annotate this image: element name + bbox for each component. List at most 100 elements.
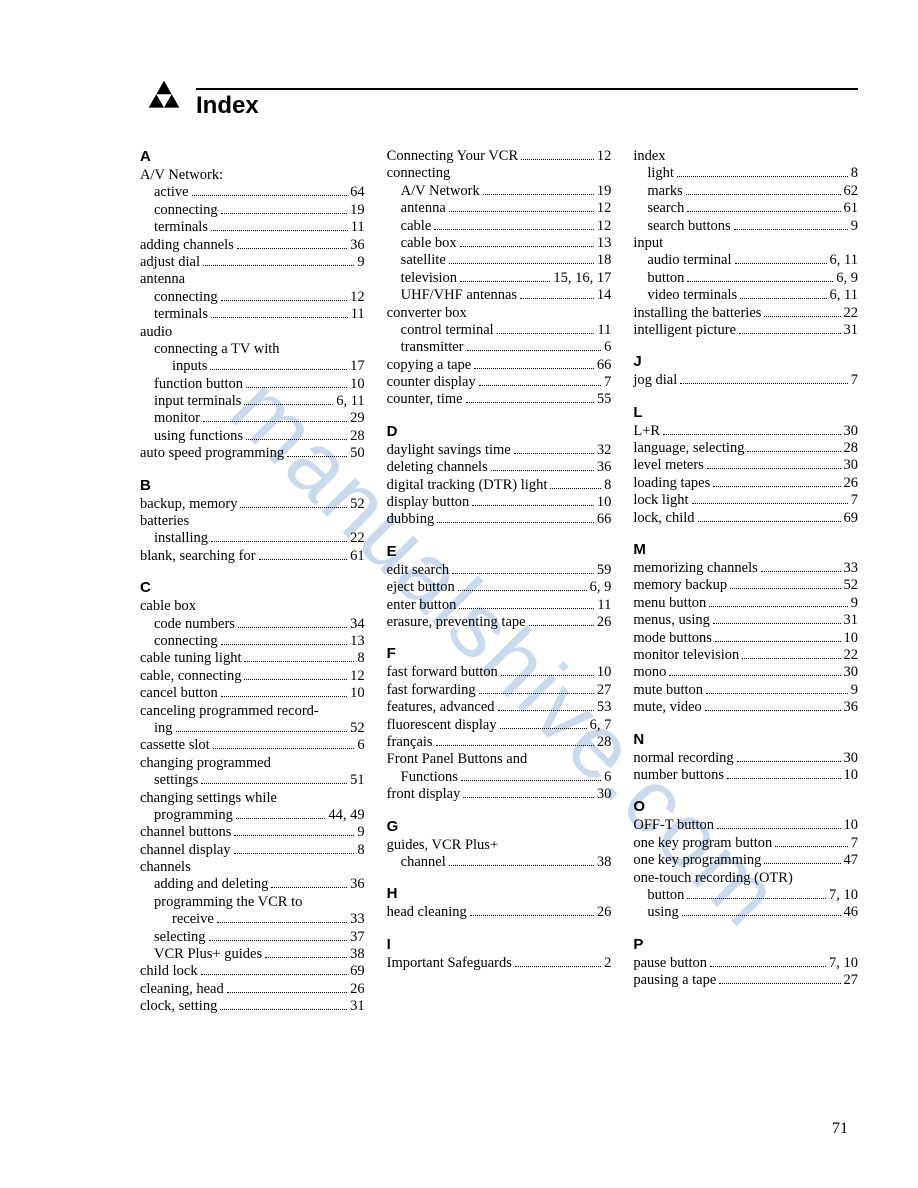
index-entry: button 7, 10: [633, 887, 858, 904]
index-entry: monitor 29: [140, 410, 365, 427]
leader-dots: [761, 561, 841, 572]
index-entry-page: 47: [844, 852, 859, 869]
index-entry-page: 10: [597, 664, 612, 681]
index-entry-text: satellite: [401, 252, 446, 269]
index-entry-page: 30: [844, 423, 859, 440]
leader-dots: [491, 460, 594, 471]
index-entry-page: 7, 10: [829, 887, 858, 904]
leader-dots: [449, 855, 594, 866]
leader-dots: [687, 888, 826, 899]
index-entry: connecting 12: [140, 289, 365, 306]
index-entry-page: 64: [350, 184, 365, 201]
index-entry-text: Functions: [401, 769, 458, 786]
index-entry: terminals 11: [140, 219, 365, 236]
index-entry: memory backup 52: [633, 577, 858, 594]
index-entry-page: 17: [350, 358, 365, 375]
index-entry-page: 46: [844, 904, 859, 921]
index-entry-text: connecting: [154, 289, 218, 306]
index-entry-text: enter button: [387, 597, 457, 614]
index-entry-text: Important Safeguards: [387, 955, 512, 972]
index-entry-page: 31: [844, 612, 859, 629]
index-entry-page: 26: [597, 904, 612, 921]
leader-dots: [682, 905, 841, 916]
index-entry: blank, searching for 61: [140, 548, 365, 565]
index-entry: cable tuning light 8: [140, 650, 365, 667]
index-entry-text: using functions: [154, 428, 243, 445]
index-entry-page: 2: [604, 955, 611, 972]
index-entry: pause button 7, 10: [633, 955, 858, 972]
index-entry-page: 38: [350, 946, 365, 963]
index-entry-page: 22: [844, 305, 859, 322]
index-entry-text: normal recording: [633, 750, 733, 767]
leader-dots: [209, 929, 348, 940]
index-entry: child lock 69: [140, 963, 365, 980]
index-entry: number buttons 10: [633, 767, 858, 784]
index-entry: search buttons 9: [633, 218, 858, 235]
leader-dots: [459, 597, 594, 608]
index-entry: menu button 9: [633, 595, 858, 612]
page-number: 71: [832, 1120, 848, 1138]
index-entry-text: inputs: [172, 358, 207, 375]
index-entry: intelligent picture 31: [633, 322, 858, 339]
index-entry-page: 52: [844, 577, 859, 594]
index-entry-text: lock, child: [633, 510, 694, 527]
index-entry-page: 33: [350, 911, 365, 928]
index-entry-page: 10: [350, 685, 365, 702]
index-entry: antenna 12: [387, 200, 612, 217]
leader-dots: [176, 721, 348, 732]
leader-dots: [713, 613, 841, 624]
leader-dots: [246, 377, 347, 388]
leader-dots: [727, 768, 841, 779]
index-entry: fluorescent display 6, 7: [387, 717, 612, 734]
index-entry: receive 33: [140, 911, 365, 928]
index-entry: erasure, preventing tape 26: [387, 614, 612, 631]
index-entry-page: 55: [597, 391, 612, 408]
leader-dots: [734, 218, 848, 229]
index-entry: cancel button 10: [140, 685, 365, 702]
index-entry-text: mono: [633, 664, 666, 681]
index-entry-text: pause button: [633, 955, 707, 972]
index-entry: pausing a tape 27: [633, 972, 858, 989]
leader-dots: [698, 511, 841, 522]
index-entry-text: counter display: [387, 374, 476, 391]
leader-dots: [437, 512, 594, 523]
index-entry-text: marks: [647, 183, 682, 200]
index-entry-text: Connecting Your VCR: [387, 148, 518, 165]
index-heading: audio: [140, 324, 365, 341]
leader-dots: [210, 359, 347, 370]
leader-dots: [449, 253, 594, 264]
index-column: Connecting Your VCR 12connectingA/V Netw…: [387, 148, 612, 1016]
index-entry: deleting channels 36: [387, 459, 612, 476]
index-entry-text: video terminals: [647, 287, 737, 304]
index-entry: edit search 59: [387, 562, 612, 579]
index-entry-page: 69: [844, 510, 859, 527]
index-entry-text: light: [647, 165, 674, 182]
index-entry: transmitter 6: [387, 339, 612, 356]
index-entry: code numbers 34: [140, 616, 365, 633]
index-entry-page: 28: [350, 428, 365, 445]
index-letter: N: [633, 731, 858, 749]
index-entry-page: 22: [350, 530, 365, 547]
index-entry-text: terminals: [154, 219, 208, 236]
index-entry-page: 8: [851, 165, 858, 182]
index-entry-page: 34: [350, 616, 365, 633]
leader-dots: [434, 218, 594, 229]
index-entry-page: 7: [851, 492, 858, 509]
leader-dots: [663, 424, 840, 435]
leader-dots: [474, 358, 594, 369]
index-entry-page: 9: [851, 218, 858, 235]
index-entry-text: mute button: [633, 682, 703, 699]
index-entry-page: 14: [597, 287, 612, 304]
index-entry: UHF/VHF antennas 14: [387, 287, 612, 304]
index-entry-text: display button: [387, 494, 470, 511]
index-entry: inputs 17: [140, 358, 365, 375]
index-entry-page: 53: [597, 699, 612, 716]
page-title: Index: [196, 92, 858, 120]
index-entry-page: 19: [350, 202, 365, 219]
index-entry: cable box 13: [387, 235, 612, 252]
index-entry-page: 13: [597, 235, 612, 252]
index-entry-page: 22: [844, 647, 859, 664]
index-entry: input terminals 6, 11: [140, 393, 365, 410]
leader-dots: [686, 184, 841, 195]
index-entry-text: connecting: [154, 202, 218, 219]
